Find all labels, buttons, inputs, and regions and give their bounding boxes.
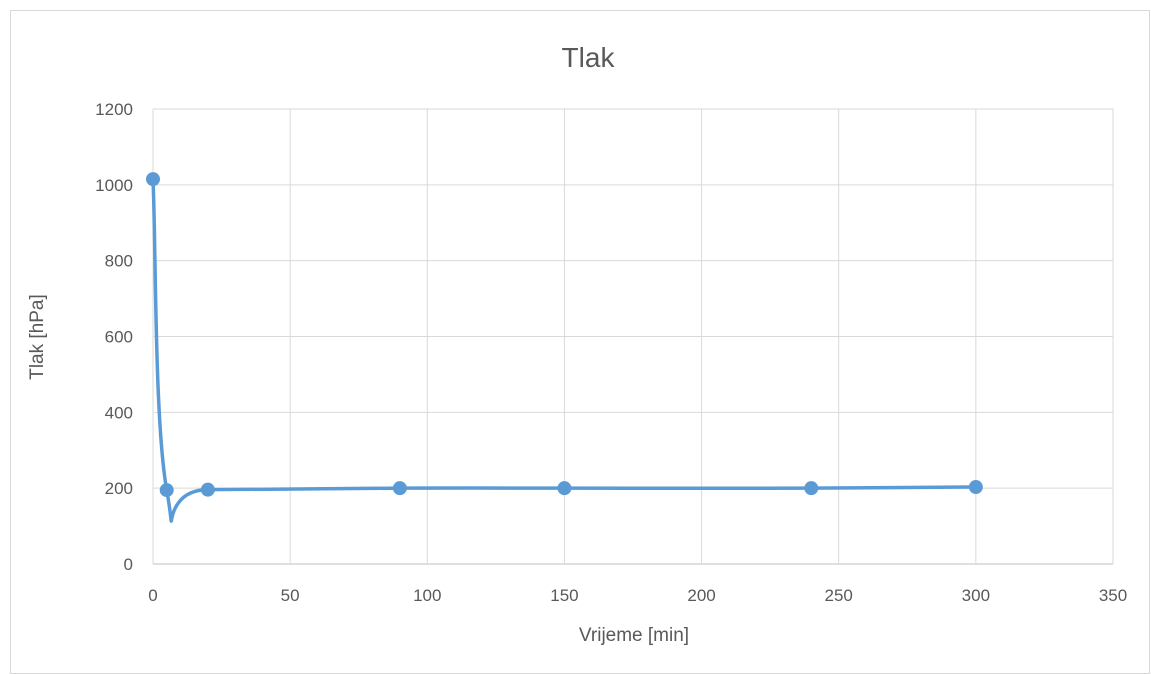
x-tick-label: 300 bbox=[962, 586, 990, 605]
data-point bbox=[557, 481, 572, 496]
x-tick-label: 150 bbox=[550, 586, 578, 605]
y-axis-ticks: 0 200 400 600 800 1000 1200 bbox=[95, 100, 133, 574]
x-axis-title: Vrijeme [min] bbox=[579, 625, 689, 646]
y-tick-label: 1000 bbox=[95, 176, 133, 195]
x-tick-label: 350 bbox=[1099, 586, 1127, 605]
y-tick-label: 1200 bbox=[95, 100, 133, 119]
x-axis-ticks: 0 50 100 150 200 250 300 350 bbox=[148, 586, 1127, 605]
grid bbox=[152, 108, 1114, 565]
x-tick-label: 50 bbox=[281, 586, 300, 605]
chart-frame bbox=[10, 10, 1150, 674]
y-axis-title: Tlak [hPa] bbox=[27, 294, 48, 380]
chart-title: Tlak bbox=[562, 42, 616, 73]
x-tick-label: 250 bbox=[825, 586, 853, 605]
series bbox=[146, 172, 983, 523]
y-tick-label: 800 bbox=[105, 252, 133, 271]
y-tick-label: 400 bbox=[105, 403, 133, 422]
data-point bbox=[146, 172, 160, 187]
y-tick-label: 600 bbox=[105, 328, 133, 347]
y-tick-label: 0 bbox=[124, 555, 133, 574]
data-point bbox=[200, 482, 215, 497]
x-tick-label: 100 bbox=[413, 586, 441, 605]
x-tick-label: 0 bbox=[148, 586, 157, 605]
data-point bbox=[968, 480, 983, 495]
series-line bbox=[151, 177, 978, 523]
data-point bbox=[392, 481, 407, 496]
data-point bbox=[159, 483, 174, 498]
x-tick-label: 200 bbox=[687, 586, 715, 605]
y-tick-label: 200 bbox=[105, 479, 133, 498]
data-point bbox=[804, 481, 819, 496]
